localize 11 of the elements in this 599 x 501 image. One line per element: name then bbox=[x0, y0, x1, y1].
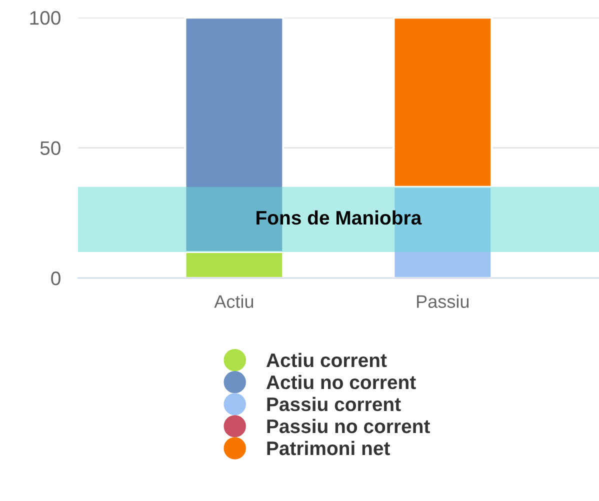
legend-label: Actiu corrent bbox=[266, 352, 387, 368]
y-tick-label: 100 bbox=[30, 11, 60, 25]
band-label: Fons de Maniobra bbox=[256, 210, 422, 225]
legend-label: Patrimoni net bbox=[267, 440, 390, 456]
y-tick-label: 50 bbox=[40, 141, 60, 156]
x-tick-label: Passiu bbox=[417, 294, 469, 308]
legend-label: Passiu corrent bbox=[267, 396, 401, 412]
legend-label: Actiu no corrent bbox=[266, 374, 416, 390]
y-tick-label: 0 bbox=[51, 272, 60, 286]
x-tick-label: Actiu bbox=[214, 294, 254, 308]
legend-label: Passiu no corrent bbox=[267, 418, 430, 434]
